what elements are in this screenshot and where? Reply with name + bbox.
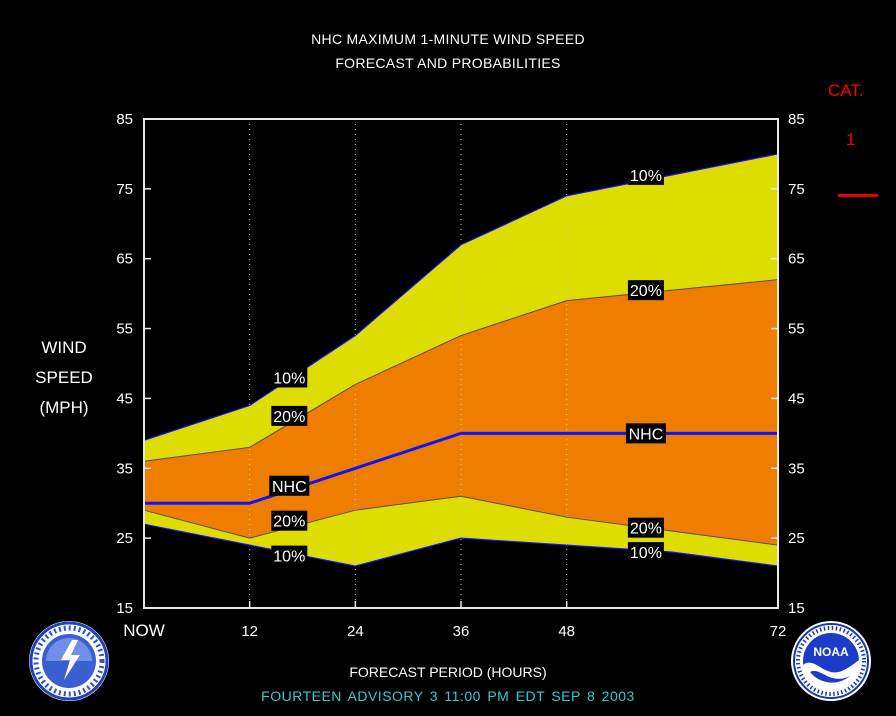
y-tick-label-left-25: 25 bbox=[116, 530, 133, 547]
y-tick-label-right-15: 15 bbox=[788, 600, 805, 617]
band-label-7: NHC bbox=[629, 426, 664, 443]
band-label-box-3 bbox=[271, 510, 308, 531]
x-tick-label-24: 24 bbox=[347, 623, 364, 640]
x-axis-label: FORECAST PERIOD (HOURS) bbox=[349, 664, 547, 680]
y-tick-label-left-15: 15 bbox=[116, 600, 133, 617]
band-label-5: 10% bbox=[630, 168, 662, 185]
x-tick-label-36: 36 bbox=[453, 623, 470, 640]
noaa-logo: NOAA bbox=[791, 621, 871, 701]
category-line-marker bbox=[838, 194, 878, 197]
y-axis-label-line-1: WIND bbox=[41, 338, 87, 357]
upper-10-percent-line bbox=[143, 153, 779, 441]
band-label-box-2 bbox=[269, 475, 310, 496]
lower-10-percent-line bbox=[143, 523, 779, 567]
band-label-6: 20% bbox=[630, 283, 662, 300]
y-tick-label-left-65: 65 bbox=[116, 251, 133, 268]
y-tick-label-left-75: 75 bbox=[116, 181, 133, 198]
x-tick-label-48: 48 bbox=[558, 623, 575, 640]
band-label-8: 20% bbox=[630, 521, 662, 538]
upper-20-percent-line bbox=[143, 279, 779, 462]
band-label-box-6 bbox=[627, 280, 664, 301]
svg-text:NOAA: NOAA bbox=[813, 645, 849, 659]
y-tick-label-right-85: 85 bbox=[788, 111, 805, 128]
band-label-box-4 bbox=[271, 545, 308, 566]
y-tick-label-left-85: 85 bbox=[116, 111, 133, 128]
band-label-box-7 bbox=[625, 423, 666, 444]
y-axis-label-line-3: (MPH) bbox=[39, 398, 89, 417]
advisory-info: FOURTEEN ADVISORY 3 11:00 PM EDT SEP 8 2… bbox=[261, 688, 635, 704]
x-tick-label-now: NOW bbox=[123, 621, 165, 640]
nws-logo bbox=[29, 621, 109, 701]
y-tick-label-right-35: 35 bbox=[788, 460, 805, 477]
y-tick-label-right-65: 65 bbox=[788, 251, 805, 268]
band-label-4: 10% bbox=[273, 549, 305, 566]
band-label-0: 10% bbox=[273, 370, 305, 387]
band-label-9: 10% bbox=[630, 545, 662, 562]
band-label-1: 20% bbox=[273, 409, 305, 426]
band-label-box-9 bbox=[627, 542, 664, 563]
band-label-box-5 bbox=[627, 164, 664, 185]
lower-20-percent-line bbox=[143, 495, 779, 546]
band-label-2: NHC bbox=[272, 479, 307, 496]
chart-title: NHC MAXIMUM 1-MINUTE WIND SPEED bbox=[311, 31, 585, 47]
y-axis-label-line-2: SPEED bbox=[35, 368, 93, 387]
y-tick-label-left-45: 45 bbox=[116, 390, 133, 407]
series-lines bbox=[143, 153, 779, 567]
y-tick-label-right-75: 75 bbox=[788, 181, 805, 198]
y-tick-label-right-25: 25 bbox=[788, 530, 805, 547]
nhc-forecast-line bbox=[144, 431, 778, 505]
x-tick-label-72: 72 bbox=[770, 623, 787, 640]
category-label: CAT. bbox=[828, 81, 864, 100]
x-tick-label-12: 12 bbox=[241, 623, 258, 640]
chart-subtitle: FORECAST AND PROBABILITIES bbox=[335, 55, 561, 71]
band-label-box-8 bbox=[627, 517, 664, 538]
y-tick-label-left-35: 35 bbox=[116, 460, 133, 477]
y-tick-label-right-45: 45 bbox=[788, 390, 805, 407]
band-label-box-1 bbox=[271, 405, 308, 426]
band-labels: 10% 20% NHC 20% 10% 10% 20% NHC 20% 10% bbox=[269, 164, 666, 566]
band-label-3: 20% bbox=[273, 514, 305, 531]
category-value: 1 bbox=[846, 130, 856, 149]
y-tick-label-left-55: 55 bbox=[116, 321, 133, 338]
axis-ticks: 15 15 25 25 35 35 45 45 55 55 65 65 75 75 85 85 NOW 12 24 3… bbox=[116, 111, 804, 640]
band-label-box-0 bbox=[271, 367, 308, 388]
y-tick-label-right-55: 55 bbox=[788, 321, 805, 338]
